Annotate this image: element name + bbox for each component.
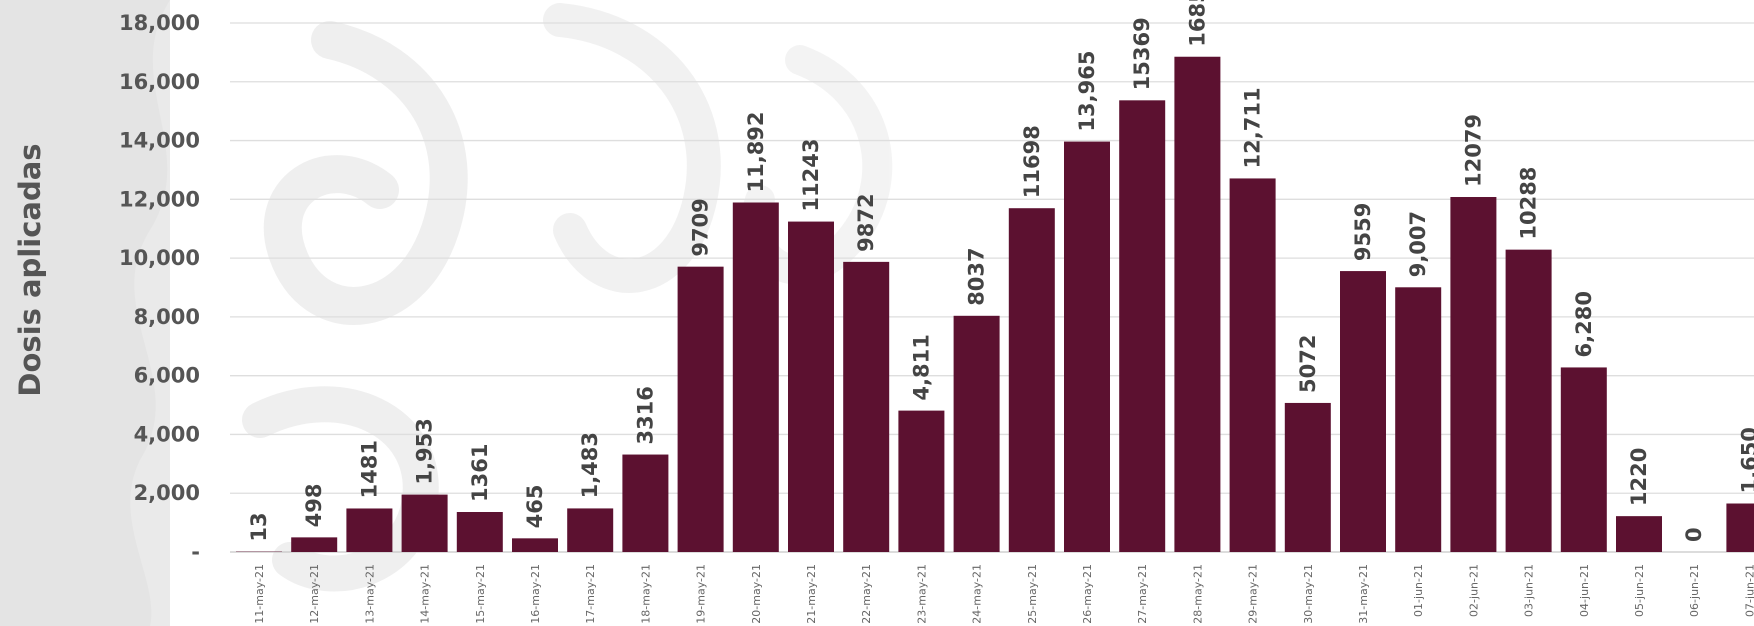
bar bbox=[1008, 208, 1055, 552]
bar bbox=[732, 202, 779, 553]
data-label: 12079 bbox=[1461, 114, 1485, 187]
x-tick-label: 29-may-21 bbox=[1247, 564, 1260, 624]
bar bbox=[677, 266, 724, 552]
bar bbox=[843, 261, 890, 552]
y-tick-label: 6,000 bbox=[134, 364, 200, 388]
data-label: 1,650 bbox=[1737, 427, 1754, 493]
y-tick-label: 4,000 bbox=[134, 422, 200, 446]
chart-data-labels: 13 498 1481 1,953 1361 465 1,483 3316 9709 11,892… bbox=[247, 0, 1754, 542]
data-label: 1,483 bbox=[578, 432, 602, 498]
data-label: 465 bbox=[523, 484, 547, 528]
x-tick-label: 18-may-21 bbox=[639, 564, 652, 624]
bar bbox=[898, 410, 945, 552]
y-tick-label: 14,000 bbox=[119, 129, 200, 153]
x-tick-label: 19-may-21 bbox=[695, 564, 708, 624]
data-label: 11698 bbox=[1020, 125, 1044, 198]
data-label: 9559 bbox=[1351, 203, 1375, 261]
bar bbox=[1284, 402, 1331, 552]
x-tick-label: 13-may-21 bbox=[363, 564, 376, 624]
x-tick-label: 15-may-21 bbox=[474, 564, 487, 624]
x-tick-label: 17-may-21 bbox=[584, 564, 597, 624]
bar bbox=[1119, 100, 1166, 552]
bar bbox=[456, 512, 503, 552]
y-axis-label: Dosis aplicadas bbox=[13, 143, 47, 396]
data-label: 498 bbox=[302, 484, 326, 528]
data-label: 1220 bbox=[1627, 448, 1651, 506]
data-label: 11,892 bbox=[744, 111, 768, 192]
y-tick-label: 10,000 bbox=[119, 246, 200, 270]
bar bbox=[1340, 271, 1386, 552]
x-tick-label: 01-jun-21 bbox=[1412, 564, 1425, 617]
x-tick-label: 20-may-21 bbox=[750, 564, 763, 624]
y-tick-label: 8,000 bbox=[134, 305, 200, 329]
x-tick-label: 23-may-21 bbox=[915, 564, 928, 624]
bar bbox=[1726, 503, 1754, 552]
x-tick-label: 22-may-21 bbox=[860, 564, 873, 624]
x-tick-label: 24-may-21 bbox=[971, 564, 984, 624]
bar bbox=[512, 538, 558, 552]
x-tick-label: 28-may-21 bbox=[1191, 564, 1204, 624]
bar bbox=[1174, 56, 1221, 553]
bar bbox=[346, 508, 393, 552]
data-label: 16852 bbox=[1185, 0, 1209, 47]
watermark-emblem bbox=[0, 0, 893, 626]
bar bbox=[1395, 287, 1442, 552]
bar bbox=[401, 494, 448, 552]
data-label: 10288 bbox=[1517, 167, 1541, 240]
x-tick-label: 30-may-21 bbox=[1302, 564, 1315, 624]
x-tick-label: 03-jun-21 bbox=[1523, 564, 1536, 617]
x-tick-label: 26-may-21 bbox=[1081, 564, 1094, 624]
x-axis-ticks: 11-may-21 12-may-21 13-may-21 14-may-21 15-m… bbox=[253, 564, 1754, 624]
x-tick-label: 07-jun-21 bbox=[1743, 564, 1754, 617]
data-label: 3316 bbox=[633, 386, 657, 444]
data-label: 15369 bbox=[1130, 17, 1154, 90]
data-label: 12,711 bbox=[1241, 87, 1265, 168]
data-label: 13,965 bbox=[1075, 51, 1099, 132]
chart-bars bbox=[236, 56, 1754, 553]
x-tick-label: 04-jun-21 bbox=[1578, 564, 1591, 617]
y-tick-label: 18,000 bbox=[119, 11, 200, 35]
data-label: 0 bbox=[1682, 527, 1706, 542]
bar bbox=[1616, 516, 1662, 552]
data-label: 9709 bbox=[689, 198, 713, 256]
y-tick-label: 2,000 bbox=[134, 481, 200, 505]
data-label: 6,280 bbox=[1572, 291, 1596, 357]
x-tick-label: 12-may-21 bbox=[308, 564, 321, 624]
x-tick-label: 11-may-21 bbox=[253, 564, 266, 624]
bar bbox=[788, 221, 834, 552]
data-label: 1361 bbox=[468, 444, 492, 502]
data-label: 4,811 bbox=[909, 334, 933, 400]
x-tick-label: 21-may-21 bbox=[805, 564, 818, 624]
bar bbox=[1064, 141, 1110, 552]
y-tick-label: - bbox=[191, 540, 200, 564]
bar bbox=[1229, 178, 1276, 552]
x-tick-label: 25-may-21 bbox=[1026, 564, 1039, 624]
data-label: 8037 bbox=[965, 247, 989, 305]
data-label: 1481 bbox=[357, 440, 381, 498]
data-label: 13 bbox=[247, 512, 271, 541]
x-tick-label: 02-jun-21 bbox=[1467, 564, 1480, 617]
bar bbox=[622, 454, 669, 552]
bar bbox=[953, 315, 1000, 552]
x-tick-label: 06-jun-21 bbox=[1688, 564, 1701, 617]
data-label: 5072 bbox=[1296, 334, 1320, 392]
bar bbox=[567, 508, 614, 552]
bar bbox=[291, 537, 338, 552]
data-label: 9,007 bbox=[1406, 211, 1430, 277]
data-label: 11243 bbox=[799, 139, 823, 212]
bar bbox=[1505, 249, 1552, 553]
x-tick-label: 05-jun-21 bbox=[1633, 564, 1646, 617]
data-label: 1,953 bbox=[413, 418, 437, 484]
y-tick-label: 16,000 bbox=[119, 70, 200, 94]
bar bbox=[1560, 367, 1607, 552]
x-tick-label: 27-may-21 bbox=[1136, 564, 1149, 624]
x-tick-label: 16-may-21 bbox=[529, 564, 542, 624]
bar bbox=[1450, 197, 1497, 553]
data-label: 9872 bbox=[854, 193, 878, 251]
y-axis-ticks: - 2,000 4,000 6,000 8,000 10,000 12,000 14,000 1… bbox=[119, 11, 200, 564]
x-tick-label: 14-may-21 bbox=[419, 564, 432, 624]
y-tick-label: 12,000 bbox=[119, 187, 200, 211]
x-tick-label: 31-may-21 bbox=[1357, 564, 1370, 624]
